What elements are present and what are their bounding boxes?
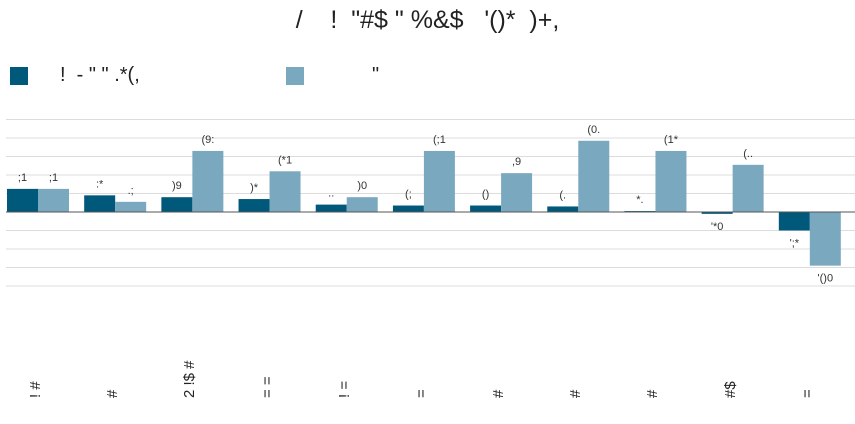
legend-swatch-series-b xyxy=(286,67,304,85)
value-label-series-2-1: ;1 xyxy=(49,172,58,184)
bars xyxy=(7,140,841,266)
value-label-series-2-2: .; xyxy=(128,185,134,197)
bar-series-2-7 xyxy=(501,173,533,212)
value-label-series-2-7: ,9 xyxy=(512,156,521,168)
value-label-series-1-9: *. xyxy=(636,194,643,206)
bar-series-2-10 xyxy=(732,164,764,212)
bar-series-2-2 xyxy=(115,201,147,212)
bar-series-2-4 xyxy=(269,171,301,212)
bar-series-2-1 xyxy=(38,188,69,212)
value-label-series-1-5: .. xyxy=(328,188,334,200)
value-label-series-2-8: (0. xyxy=(587,124,600,136)
bar-series-1-6 xyxy=(392,205,424,212)
bar-series-1-7 xyxy=(470,205,502,212)
bar-series-1-5 xyxy=(315,204,347,212)
x-tick-label-7: # xyxy=(490,389,508,398)
bar-series-1-1 xyxy=(7,188,38,212)
value-label-series-1-10: '*0 xyxy=(711,221,724,233)
value-label-series-2-4: (*1 xyxy=(278,154,292,166)
bar-series-2-5 xyxy=(346,197,378,212)
value-label-series-1-6: (; xyxy=(405,189,412,201)
value-label-series-2-10: (.. xyxy=(743,148,753,160)
x-tick-label-3: 2 !$ # xyxy=(181,360,199,398)
bar-series-2-11 xyxy=(809,212,841,266)
value-label-series-1-7: () xyxy=(482,189,489,201)
legend-swatch-series-a xyxy=(10,67,28,85)
x-tick-label-8: # xyxy=(567,389,585,398)
bar-series-2-8 xyxy=(578,140,610,212)
x-tick-label-2: # xyxy=(104,389,122,398)
bar-series-2-9 xyxy=(655,150,687,212)
value-label-series-2-9: (1* xyxy=(664,134,679,146)
bar-series-1-4 xyxy=(238,199,270,212)
x-tick-label-1: ! # xyxy=(27,381,44,398)
x-tick-label-10: #$ xyxy=(721,381,739,398)
bar-series-1-11 xyxy=(778,212,810,231)
value-label-series-1-11: ';* xyxy=(790,238,800,250)
value-label-series-1-8: (. xyxy=(559,189,566,201)
value-label-series-2-3: (9: xyxy=(201,134,214,146)
value-label-series-2-11: '()0 xyxy=(818,273,834,285)
value-label-series-2-6: (;1 xyxy=(433,134,446,146)
bar-series-1-3 xyxy=(161,197,193,212)
legend-label-series-b: " xyxy=(372,64,380,86)
bar-series-2-6 xyxy=(423,150,455,212)
x-tick-label-9: # xyxy=(644,389,662,398)
x-tick-label-6: = xyxy=(412,389,430,398)
legend-label-series-a: ! - " " .*(, xyxy=(60,64,140,86)
chart-title: / ! "#$ " %&$ '()* )+, xyxy=(295,6,560,34)
x-tick-label-11: = xyxy=(798,389,816,398)
value-label-series-1-2: :* xyxy=(96,178,104,190)
value-labels: ;1 :* )9 )*.. (; () (. *. '*0 ';* ;1.; (9: (*1 )0 (;1,… xyxy=(18,124,833,285)
value-label-series-1-3: )9 xyxy=(172,180,182,192)
bar-series-1-2 xyxy=(84,195,116,212)
x-tick-label-4: = = xyxy=(258,376,276,398)
bar-series-1-10 xyxy=(701,212,733,214)
bar-series-1-8 xyxy=(547,206,579,212)
value-label-series-1-4: )* xyxy=(250,182,259,194)
value-label-series-2-5: )0 xyxy=(357,180,367,192)
legend: ! - " " .*(, " xyxy=(0,64,855,90)
value-label-series-1-1: ;1 xyxy=(18,172,27,184)
bar-series-2-3 xyxy=(192,150,224,212)
x-tick-label-5: ! = xyxy=(335,380,353,398)
